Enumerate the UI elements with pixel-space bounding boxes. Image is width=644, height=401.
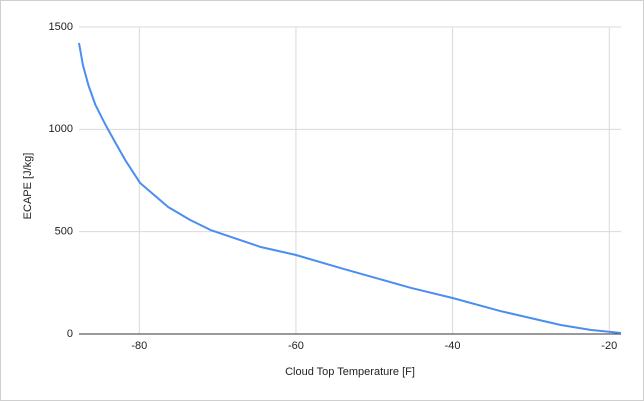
x-tick-label: -60 [288,340,304,352]
x-tick-label: -20 [601,340,617,352]
y-tick-label: 1500 [49,21,73,33]
data-line [78,42,622,334]
y-tick-label: 0 [67,328,73,340]
x-tick-label: -40 [445,340,461,352]
x-axis-label: Cloud Top Temperature [F] [285,366,415,378]
y-tick-label: 1000 [49,123,73,135]
y-axis-label: ECAPE [J/kg] [22,153,34,220]
y-tick-label: 500 [55,226,73,238]
x-tick-label: -80 [131,340,147,352]
